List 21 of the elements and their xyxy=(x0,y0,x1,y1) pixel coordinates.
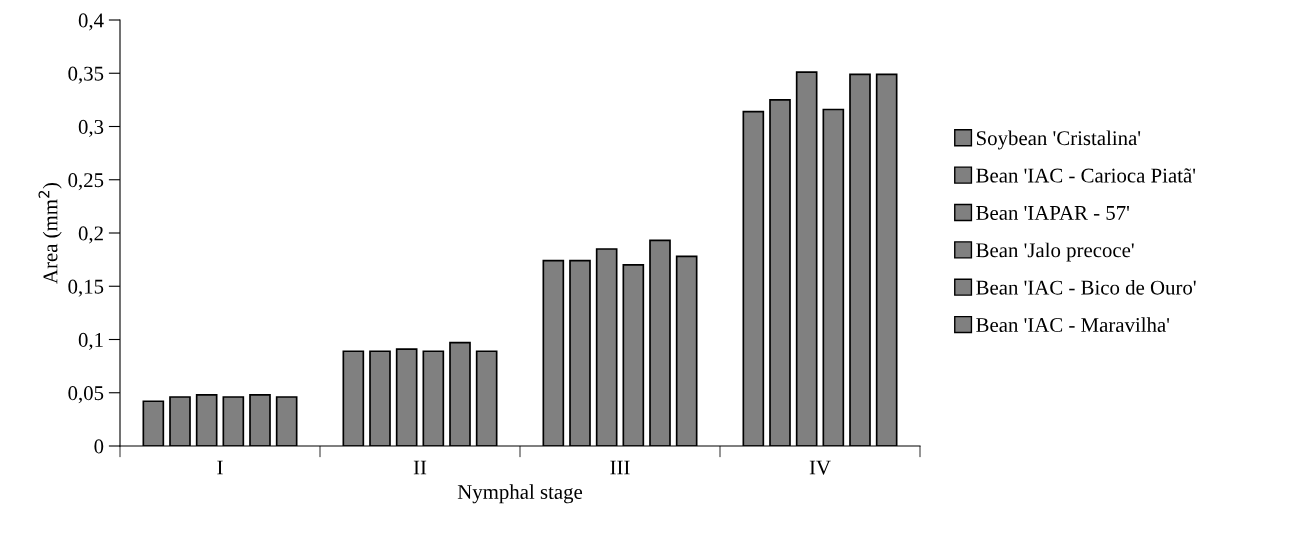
x-tick-label: II xyxy=(413,460,427,475)
legend-label: Bean 'Jalo precoce' xyxy=(976,242,1134,262)
legend-label: Soybean 'Cristalina' xyxy=(976,130,1141,150)
x-tick-label: I xyxy=(217,460,223,475)
x-tick-label: IV xyxy=(809,460,831,475)
legend-label: Bean 'IAC - Carioca Piatã' xyxy=(976,168,1196,183)
legend-label: Bean 'IAC - Bico de Ouro' xyxy=(976,279,1196,295)
y-tick-label: 0,35 xyxy=(68,66,104,84)
y-tick-label: 0,2 xyxy=(78,226,103,244)
y-tick-label: 0 xyxy=(94,439,104,454)
y-tick-label: 0,15 xyxy=(68,279,104,297)
y-tick-label: 0,4 xyxy=(78,13,104,31)
y-tick-label: 0,05 xyxy=(68,386,104,404)
x-tick-label: III xyxy=(610,460,630,475)
y-tick-label: 0,1 xyxy=(78,332,103,350)
y-tick-label: 0,3 xyxy=(78,119,104,137)
legend-label: Bean 'IAC - Maravilha' xyxy=(976,317,1170,332)
legend-label: Bean 'IAPAR - 57' xyxy=(976,205,1130,220)
x-axis-title: Nymphal stage xyxy=(457,484,583,504)
y-axis-title: Area (mm$^{2}$) xyxy=(38,182,62,284)
y-tick-label: 0,25 xyxy=(68,173,104,191)
